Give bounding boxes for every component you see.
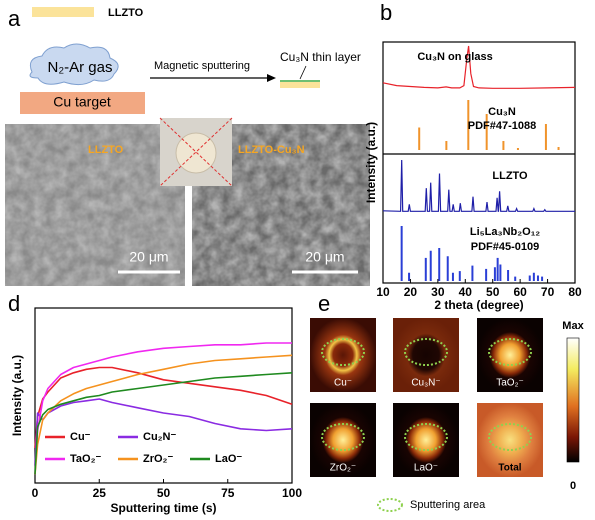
thin-layer-substrate: [280, 82, 320, 88]
legend-label: LaO⁻: [215, 453, 242, 465]
panel-label: a: [8, 6, 21, 31]
series-label: Cu₃N on glass: [417, 51, 492, 63]
series-line: [34, 342, 292, 475]
map-image: [310, 318, 376, 392]
arrow-head: [267, 74, 276, 82]
pointer: [299, 65, 307, 80]
x-axis-label: 2 theta (degree): [434, 298, 523, 312]
x-tick-label: 20: [404, 285, 418, 299]
y-axis-label: Intensity (a.u.): [10, 355, 24, 436]
sputter-outline: [404, 423, 448, 451]
series-label: Li₅La₃Nb₂O₁₂: [470, 226, 540, 238]
map-image: [477, 403, 543, 477]
panel-label: b: [380, 0, 392, 25]
x-tick-label: 30: [431, 285, 445, 299]
map-label: TaO₂⁻: [496, 378, 524, 389]
x-tick-label: 10: [376, 285, 390, 299]
map-label: Cu₃N⁻: [411, 378, 440, 389]
gas-cloud: [29, 43, 119, 86]
x-tick-label: 70: [541, 285, 555, 299]
sputter-outline: [321, 423, 365, 451]
colorbar: [566, 337, 580, 463]
map-label: Cu⁻: [334, 378, 352, 389]
colorbar-label: 0: [570, 480, 576, 492]
series-line: [34, 354, 293, 475]
series-line: [34, 372, 293, 475]
xrd-curve: [382, 45, 576, 89]
series-label: PDF#45-0109: [471, 241, 540, 253]
schematic-label: Cu₃N thin layer: [280, 50, 361, 64]
x-tick-label: 0: [32, 486, 39, 500]
map-image: [477, 318, 543, 392]
series-label: LLZTO: [492, 170, 528, 182]
schematic-label: Cu target: [53, 94, 111, 110]
cross: [159, 117, 233, 187]
sputter-outline: [488, 423, 532, 451]
panel-label: e: [318, 291, 330, 316]
legend-label: Sputtering area: [410, 499, 486, 511]
x-tick-label: 50: [486, 285, 500, 299]
x-tick-label: 50: [157, 486, 171, 500]
llzto-swatch: [32, 7, 94, 17]
map-label: LaO⁻: [414, 463, 438, 474]
legend-outline: [377, 498, 403, 512]
plot-frame: [382, 41, 576, 284]
schematic-label: LLZTO: [108, 7, 144, 19]
x-tick-label: 100: [282, 486, 302, 500]
x-tick-label: 60: [513, 285, 527, 299]
sem-label: LLZTO-Cu₃N: [238, 144, 305, 156]
schematic-label: Magnetic sputtering: [154, 60, 250, 72]
map-label: Total: [498, 463, 521, 474]
sputter-outline: [488, 338, 532, 366]
x-axis-label: Sputtering time (s): [110, 501, 216, 515]
thin-layer: [280, 80, 320, 82]
legend-label: Cu₂N⁻: [143, 431, 176, 443]
x-tick-label: 40: [459, 285, 473, 299]
colorbar-label: Max: [562, 320, 584, 332]
x-tick-label: 80: [568, 285, 582, 299]
series-label: PDF#47-1088: [468, 120, 537, 132]
legend-label: Cu⁻: [70, 431, 91, 443]
legend-label: TaO₂⁻: [70, 453, 101, 465]
map-label: ZrO₂⁻: [330, 463, 356, 474]
x-tick-label: 75: [221, 486, 235, 500]
scale-label: 20 μm: [305, 249, 344, 265]
cu-target: [20, 92, 145, 114]
scale-label: 20 μm: [129, 249, 168, 265]
map-image: [393, 318, 459, 392]
map-image: [393, 403, 459, 477]
legend-label: ZrO₂⁻: [143, 453, 173, 465]
sputter-outline: [321, 338, 365, 366]
series-label: Cu₃N: [488, 106, 516, 118]
schematic-label: N₂-Ar gas: [47, 59, 112, 76]
x-tick-label: 25: [93, 486, 107, 500]
sem-label: LLZTO: [88, 144, 124, 156]
panel-label: d: [8, 291, 20, 316]
sputter-outline: [404, 338, 448, 366]
sem-texture: [5, 124, 185, 286]
xrd-curve: [382, 159, 575, 212]
map-image: [310, 403, 376, 477]
y-axis-label: Intensity (a.u.): [364, 122, 378, 203]
